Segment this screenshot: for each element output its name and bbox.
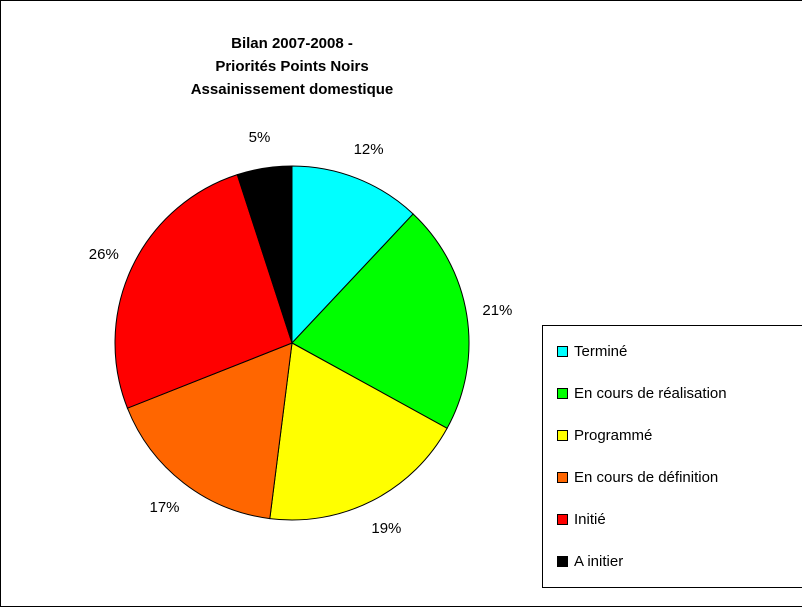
- legend-label: Initié: [574, 511, 606, 528]
- legend-label: A initier: [574, 553, 624, 570]
- pie-slice-en-cours-de-realisation: [291, 213, 470, 429]
- legend-item-programme: Programmé: [557, 427, 652, 444]
- legend-swatch: [557, 472, 568, 483]
- legend-item-en-cours-de-definition: En cours de définition: [557, 469, 718, 486]
- legend-item-en-cours-de-realisation: En cours de réalisation: [557, 385, 727, 402]
- data-label-initie: 26%: [89, 246, 119, 263]
- pie-slice-en-cours-de-definition: [126, 342, 293, 520]
- data-label-programme: 19%: [371, 520, 401, 537]
- chart-title-line-2: Priorités Points Noirs: [215, 58, 369, 75]
- pie-slice-initie: [114, 174, 293, 409]
- data-label-a-initier: 5%: [249, 129, 271, 146]
- chart-title-line-1: Bilan 2007-2008 -: [231, 35, 353, 52]
- legend-label: Terminé: [574, 343, 628, 360]
- legend: Terminé En cours de réalisation Programmé E…: [542, 325, 802, 588]
- legend-swatch: [557, 388, 568, 399]
- legend-label: En cours de réalisation: [574, 385, 727, 402]
- legend-item-termine: Terminé: [557, 343, 627, 360]
- pie-slice-programme: [269, 342, 448, 521]
- legend-swatch: [557, 346, 568, 357]
- data-label-en-cours-de-definition: 17%: [149, 499, 179, 516]
- legend-swatch: [557, 514, 568, 525]
- chart-title-line-3: Assainissement domestique: [190, 81, 394, 98]
- pie-slice-termine: [291, 165, 414, 345]
- legend-label: Programmé: [574, 427, 653, 444]
- legend-item-a-initier: A initier: [557, 553, 623, 570]
- legend-label: En cours de définition: [574, 469, 719, 486]
- pie-slice-a-initier: [236, 165, 293, 344]
- data-label-termine: 12%: [354, 141, 384, 158]
- legend-swatch: [557, 430, 568, 441]
- legend-swatch: [557, 556, 568, 567]
- legend-item-initie: Initié: [557, 511, 606, 528]
- data-label-en-cours-de-realisation: 21%: [482, 302, 512, 319]
